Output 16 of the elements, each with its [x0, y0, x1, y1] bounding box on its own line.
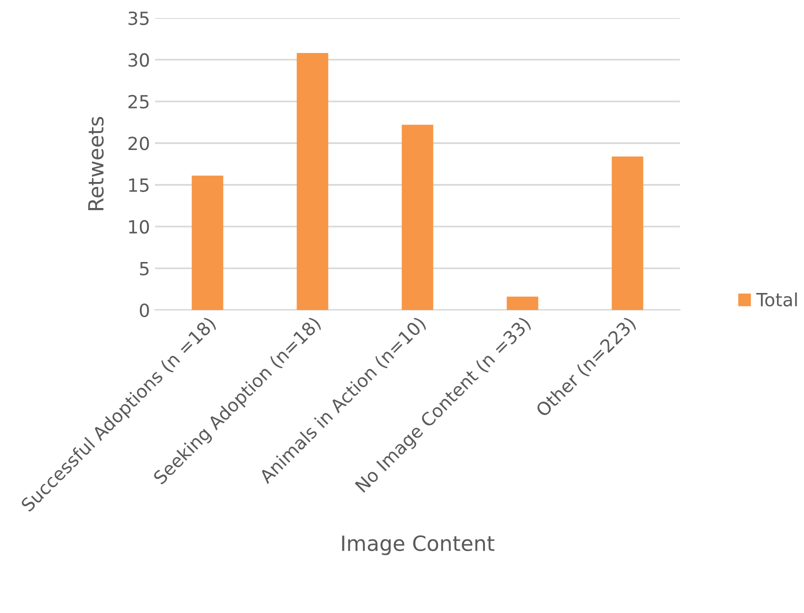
bar — [192, 176, 224, 310]
y-tick-label: 15 — [129, 178, 149, 192]
y-tick-label: 5 — [140, 262, 149, 276]
y-tick-label: 30 — [128, 53, 149, 67]
x-axis-title: Image Content — [342, 535, 494, 556]
bar — [402, 124, 434, 310]
y-tick-label: 20 — [128, 136, 149, 150]
y-tick-label: 0 — [140, 303, 149, 318]
bar — [612, 156, 644, 310]
y-axis-title: Retweets — [88, 116, 104, 210]
y-tick-label: 35 — [128, 11, 149, 26]
bar — [506, 296, 538, 310]
bar — [296, 53, 328, 310]
y-tick-label: 25 — [128, 94, 149, 109]
legend-label: Total — [756, 292, 797, 306]
y-tick-label: 10 — [129, 220, 149, 234]
